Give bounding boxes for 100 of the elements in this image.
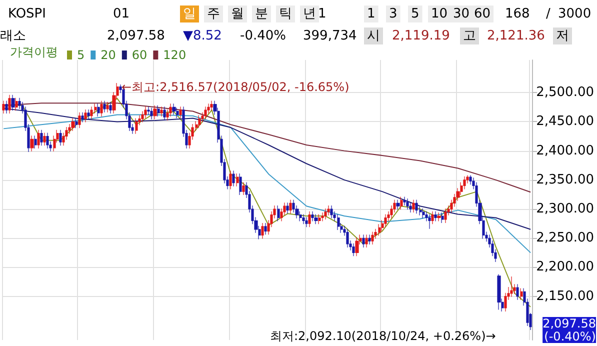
candlestick [163, 106, 166, 121]
candlestick [428, 214, 431, 230]
candlestick [520, 288, 523, 300]
candlestick [437, 212, 441, 222]
candlestick [400, 196, 403, 210]
candlestick [2, 100, 5, 114]
candlestick [141, 110, 144, 123]
candlestick [210, 100, 213, 111]
candlestick [371, 231, 374, 245]
y-tick-label: 2,250.00 [536, 230, 594, 246]
candlestick [415, 199, 418, 214]
candlestick [277, 205, 280, 222]
candlestick [229, 170, 232, 190]
candlestick [406, 198, 409, 210]
candlestick [355, 237, 359, 256]
text: 년 [303, 6, 316, 22]
text: 2,097.58 [107, 28, 165, 44]
candlestick [516, 284, 519, 300]
candlestick [365, 234, 368, 248]
text: 2,119.19 [392, 28, 450, 44]
annotation: ←최고:2,516.57(2018/05/02, -16.65%) [121, 80, 350, 94]
candlestick [384, 214, 387, 228]
text: 3 [389, 6, 398, 22]
candlestick [157, 105, 160, 117]
candlestick [106, 102, 109, 113]
y-tick-label: 2,350.00 [536, 172, 594, 188]
candlestick [109, 102, 112, 114]
candlestick [396, 199, 400, 210]
candlestick [469, 174, 472, 185]
candlestick [346, 228, 349, 248]
text: 2,121.36 [487, 28, 545, 44]
candlestick [261, 222, 264, 240]
text: (-0.40%) [544, 330, 596, 344]
candlestick [81, 112, 84, 123]
legend-label: 5 [77, 48, 85, 62]
text: 30 [453, 6, 470, 22]
candlestick [5, 100, 8, 114]
candlestick [286, 202, 289, 214]
candlestick [18, 98, 21, 110]
candlestick [78, 112, 81, 128]
y-tick-label: 2,500.00 [536, 85, 594, 100]
candlestick [368, 234, 371, 245]
text: 분 [255, 6, 268, 22]
candlestick [324, 208, 327, 220]
candlestick [311, 211, 314, 222]
candlestick [232, 170, 235, 187]
candlestick [362, 234, 365, 248]
line-series [3, 114, 532, 254]
candlestick [43, 132, 46, 146]
text: 저 [556, 28, 569, 44]
text: ▼8.52 [183, 28, 222, 44]
text: 래소 [0, 28, 26, 44]
candlestick [305, 216, 308, 228]
candlestick [318, 214, 321, 224]
text: 5 [411, 6, 420, 22]
candlestick [59, 130, 62, 146]
text: 월 [231, 6, 244, 22]
text: KOSPI [8, 6, 46, 22]
text: 시 [367, 28, 380, 44]
candlestick [46, 132, 49, 149]
candlestick [264, 222, 267, 235]
candlestick [431, 211, 434, 224]
text: 3000 [558, 6, 592, 22]
text: 고 [463, 28, 476, 44]
candlestick [8, 94, 11, 114]
candlestick [160, 106, 163, 117]
candlestick [510, 276, 513, 298]
candlestick [352, 243, 355, 256]
text: 일 [183, 6, 196, 22]
candlestick [11, 94, 15, 111]
candlestick [242, 182, 245, 196]
candlestick [239, 173, 242, 196]
legend-title: 가격이평 [10, 45, 58, 59]
candlestick [409, 202, 412, 213]
candlestick [84, 109, 87, 123]
text: 60 [474, 6, 491, 22]
y-tick-label: 2,450.00 [536, 114, 594, 130]
candlestick [135, 118, 138, 134]
legend-label: 20 [100, 48, 116, 62]
candlestick [434, 211, 437, 222]
candlestick [289, 199, 292, 214]
annotation: 최저:2,092.10(2018/10/24, +0.26%)→ [270, 329, 496, 343]
text: 10 [431, 6, 448, 22]
candlestick [422, 208, 425, 219]
y-tick-label: 2,400.00 [536, 143, 594, 158]
candlestick [100, 100, 103, 117]
candlestick [40, 130, 43, 146]
candlestick [169, 103, 172, 117]
legend-label: 60 [132, 48, 148, 62]
candlestick [412, 199, 415, 213]
y-tick-label: 2,300.00 [536, 202, 594, 217]
candlestick [90, 106, 93, 120]
candlestick [37, 130, 40, 149]
candlestick [97, 103, 100, 117]
candlestick [337, 214, 340, 230]
text: 01 [113, 6, 130, 22]
candlestick [179, 106, 182, 119]
candlestick [497, 274, 501, 310]
candlestick [150, 107, 153, 120]
candlestick [198, 115, 201, 128]
